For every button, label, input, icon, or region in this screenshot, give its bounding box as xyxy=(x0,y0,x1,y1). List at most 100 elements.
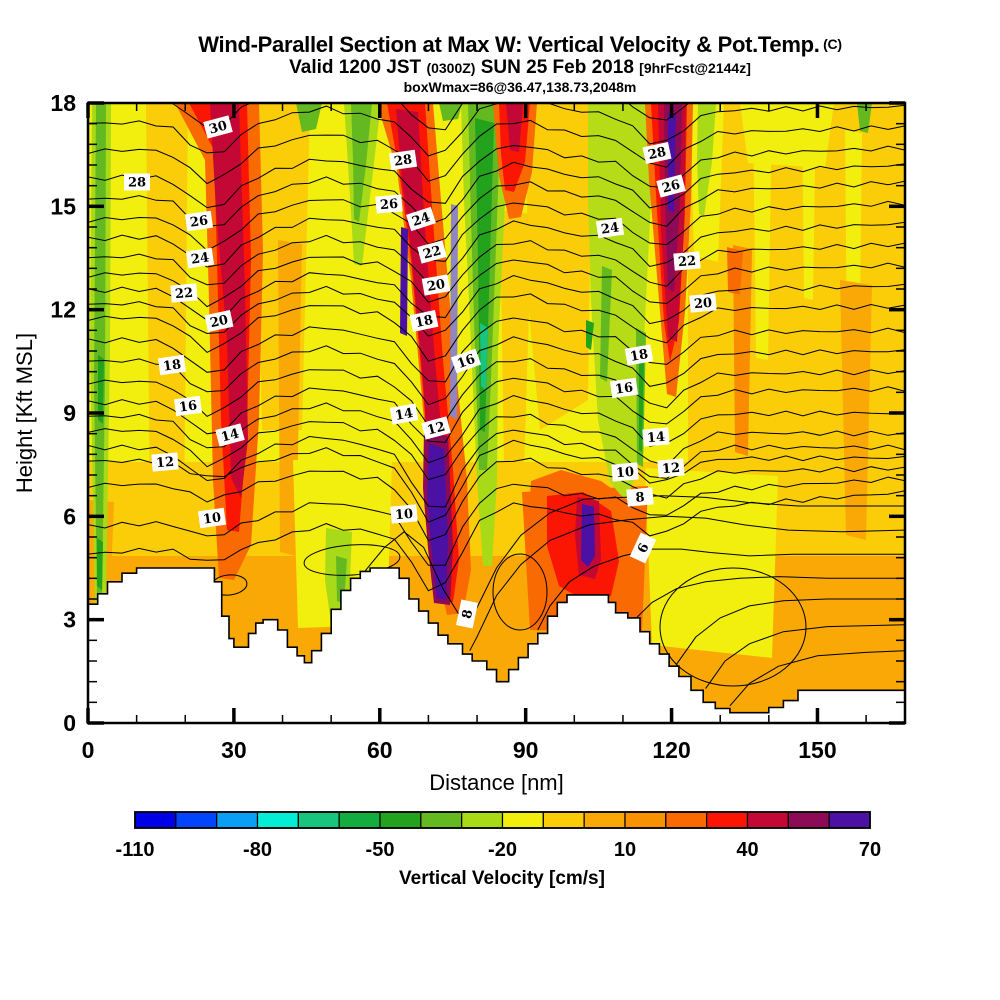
colorbar-cell xyxy=(216,811,259,829)
fill-amber-mid-2 xyxy=(500,210,532,470)
x-axis-title: Distance [nm] xyxy=(429,770,564,795)
fill-green3-core xyxy=(475,118,494,432)
colorbar-tick-label: -20 xyxy=(488,839,517,861)
fill-green4-sliver-2c xyxy=(639,358,644,452)
svg-text:16: 16 xyxy=(614,380,634,397)
contour-label: 14 xyxy=(389,403,419,425)
forecast-tag: [9hrFcst@2144z] xyxy=(639,60,751,76)
svg-text:26: 26 xyxy=(661,177,682,196)
x-tick-label: 150 xyxy=(798,737,836,763)
fill-green6 xyxy=(857,103,872,133)
fill-orange-col-r2 xyxy=(840,280,872,540)
fill-green4-sliver-3 xyxy=(586,320,594,350)
valid-date: SUN 25 Feb 2018 xyxy=(475,57,640,78)
x-tick-label: 0 xyxy=(82,737,95,763)
chart-header: Wind-Parallel Section at Max W: Vertical… xyxy=(40,32,1000,96)
colorbar-tick-label: -50 xyxy=(366,839,395,861)
contour-label: 20 xyxy=(204,309,234,333)
y-tick-label: 15 xyxy=(50,193,76,219)
closed-contour xyxy=(659,567,807,687)
fill-green-cap-right xyxy=(439,103,462,121)
svg-text:12: 12 xyxy=(155,455,174,472)
fill-green1-core-b xyxy=(97,538,103,590)
x-tick-label: 90 xyxy=(513,737,539,763)
closed-contour xyxy=(492,553,548,631)
plot-area: 30 28 28 28 26 26 26 24 24 24 22 22 22 20 20 20 18 18 18 16… xyxy=(88,103,905,723)
chart-subtitle: Valid 1200 JST (0300Z) SUN 25 Feb 2018 [… xyxy=(40,57,1000,79)
contour-label: 26 xyxy=(184,210,214,232)
contour-label: 28 xyxy=(388,149,418,171)
svg-text:14: 14 xyxy=(646,430,665,447)
colorbar-cell xyxy=(501,811,544,829)
contour-label: 18 xyxy=(409,309,439,333)
colorbar-cell xyxy=(828,811,871,829)
fill-updraft2-purple-a xyxy=(400,227,408,336)
terrain-silhouette xyxy=(88,568,905,723)
svg-text:26: 26 xyxy=(189,213,209,230)
contour-label: 10 xyxy=(611,462,639,482)
svg-text:22: 22 xyxy=(174,286,193,303)
colorbar-cell xyxy=(706,811,749,829)
y-axis-title: Height [Kft MSL] xyxy=(12,333,37,493)
contour-label: 14 xyxy=(215,423,245,447)
y-tick-label: 0 xyxy=(63,710,76,736)
colorbar-cell xyxy=(256,811,299,829)
contour-label: 18 xyxy=(624,344,654,366)
svg-text:30: 30 xyxy=(208,118,229,137)
fill-green2-mid xyxy=(351,103,372,222)
isentrope-lines xyxy=(88,103,905,707)
contour-label: 26 xyxy=(656,174,686,198)
colorbar-tick-label: 10 xyxy=(614,839,636,861)
y-tick-label: 9 xyxy=(63,400,76,426)
colorbar-cell xyxy=(297,811,340,829)
contour-label: 28 xyxy=(642,141,672,165)
svg-text:18: 18 xyxy=(162,357,182,374)
contour-label: 8 xyxy=(626,487,654,507)
fill-green1-core-a xyxy=(98,355,104,424)
fill-orange-col-r1 xyxy=(733,245,752,456)
contour-label: 12 xyxy=(421,416,451,440)
contour-label: 30 xyxy=(203,115,233,139)
colorbar-cell xyxy=(624,811,667,829)
contour-label: 24 xyxy=(185,247,215,269)
colorbar-title: Vertical Velocity [cm/s] xyxy=(399,868,605,889)
x-tick-label: 60 xyxy=(367,737,393,763)
title-units: (C) xyxy=(819,36,842,52)
x-tick-label: 120 xyxy=(652,737,690,763)
colorbar-tick-label: 40 xyxy=(736,839,758,861)
colorbar-cell xyxy=(338,811,381,829)
contour-label: 16 xyxy=(609,377,639,399)
colorbar-tick-label: 70 xyxy=(859,839,881,861)
colorbar-tick-label: -110 xyxy=(116,839,155,861)
colorbar-cell xyxy=(583,811,626,829)
contour-label: 8 xyxy=(455,599,479,629)
valid-time: Valid 1200 JST xyxy=(289,57,427,78)
contour-label: 16 xyxy=(450,348,482,374)
y-tick-label: 6 xyxy=(63,503,76,529)
colorbar-cell xyxy=(134,811,177,829)
fill-updraft3-core xyxy=(506,103,523,152)
title-main: Wind-Parallel Section at Max W: Vertical… xyxy=(198,32,820,57)
contour-label: 18 xyxy=(157,354,187,376)
colorbar-cell xyxy=(542,811,585,829)
colorbar-cell xyxy=(746,811,789,829)
svg-text:20: 20 xyxy=(426,277,446,295)
colorbar-cell xyxy=(175,811,218,829)
axis-ticks xyxy=(86,101,905,725)
svg-text:10: 10 xyxy=(202,510,222,527)
svg-text:24: 24 xyxy=(600,220,620,237)
contour-label: 12 xyxy=(657,458,685,478)
fill-orange-spot-right xyxy=(727,247,743,295)
contour-label: 24 xyxy=(595,217,625,239)
svg-text:12: 12 xyxy=(426,419,447,438)
svg-text:18: 18 xyxy=(414,313,435,331)
svg-text:10: 10 xyxy=(615,465,634,482)
velocity-fill-patches xyxy=(88,103,905,723)
svg-text:16: 16 xyxy=(178,398,198,415)
contour-label: 16 xyxy=(173,395,203,417)
svg-text:8: 8 xyxy=(635,490,645,506)
x-tick-label: 30 xyxy=(221,737,247,763)
contour-label: 26 xyxy=(375,194,403,214)
colorbar-tick-label: -80 xyxy=(243,839,272,861)
